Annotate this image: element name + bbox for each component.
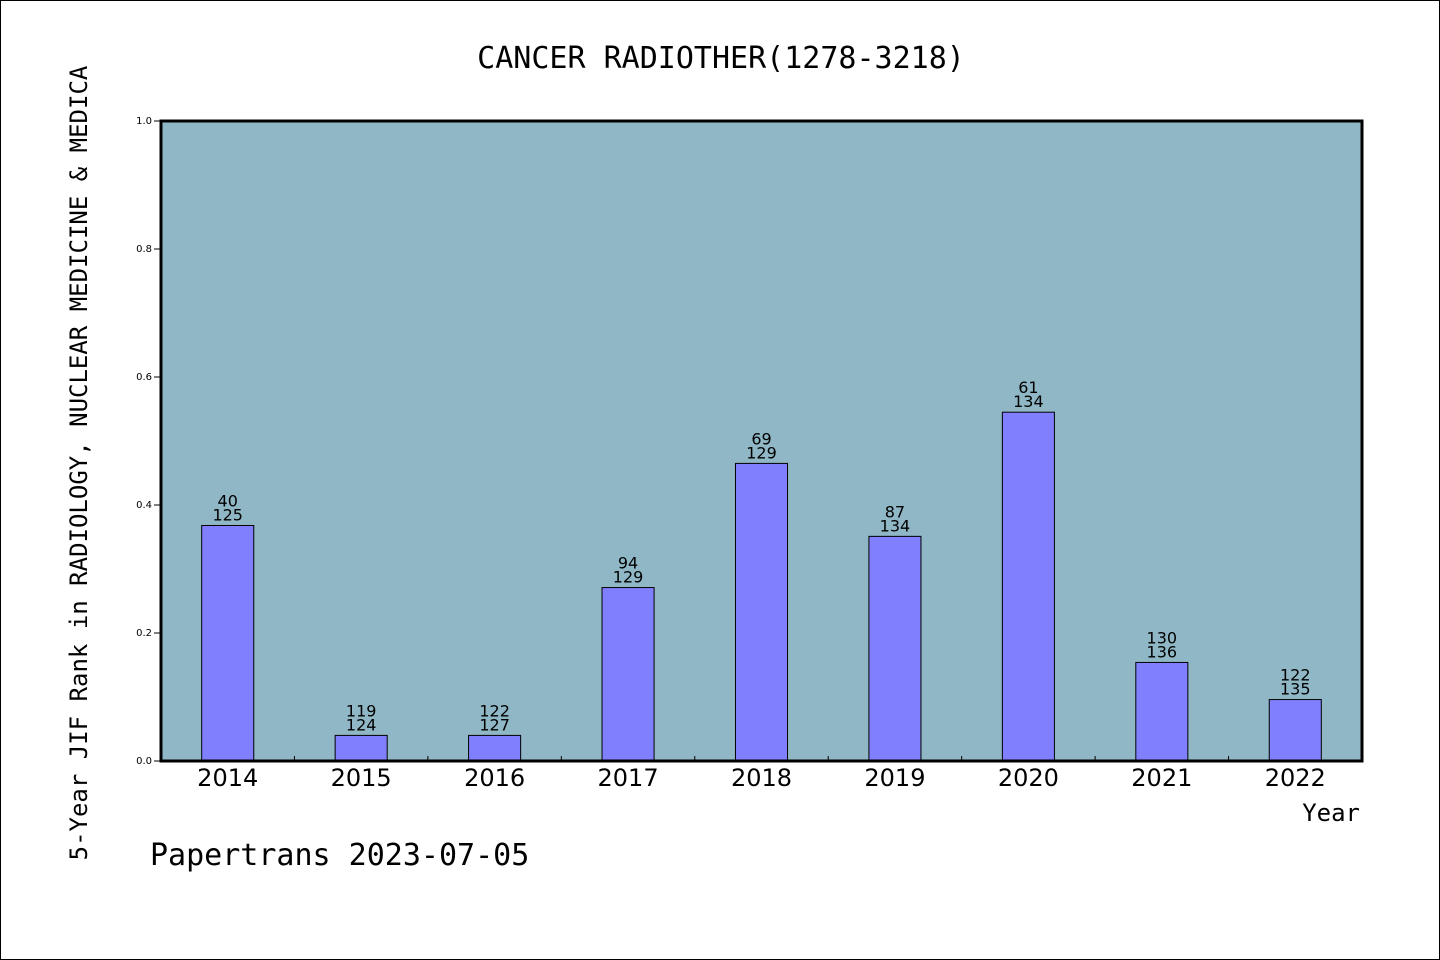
bar (334, 734, 388, 762)
x-tick-label: 2019 (864, 764, 925, 792)
x-tick-label: 2022 (1265, 764, 1326, 792)
y-tick-label: 1.0 (136, 116, 152, 127)
y-tick-label: 0.6 (136, 372, 152, 383)
bar-label-top: 40 (218, 491, 238, 510)
x-tick-label: 2021 (1131, 764, 1192, 792)
x-tick-label: 2014 (197, 764, 258, 792)
bar (734, 462, 789, 762)
bar (1135, 661, 1189, 762)
bar-label-top: 87 (885, 502, 905, 521)
x-tick-label: 2017 (598, 764, 659, 792)
y-tick-label: 0.8 (136, 244, 152, 255)
bar (201, 524, 255, 762)
bar-label-bottom: 124 (346, 715, 377, 734)
chart-title: CANCER RADIOTHER(1278-3218) (477, 41, 965, 76)
x-tick-label: 2015 (331, 764, 392, 792)
bar-label-top: 61 (1018, 378, 1038, 397)
bar-label-top: 130 (1147, 628, 1178, 647)
plot-border (159, 119, 1364, 763)
bar-label-top: 122 (1280, 666, 1311, 685)
bar-label-bottom: 125 (212, 505, 243, 524)
y-tick-label: 0.0 (136, 756, 152, 767)
footer-text: Papertrans 2023-07-05 (150, 838, 529, 873)
bar-label-bottom: 127 (479, 715, 510, 734)
y-axis-label: 5-Year JIF Rank in RADIOLOGY, NUCLEAR ME… (65, 65, 93, 860)
bar-label-bottom: 134 (1013, 392, 1044, 411)
x-axis-label: Year (1302, 799, 1360, 827)
x-tick-label: 2018 (731, 764, 792, 792)
bar-label-bottom: 134 (880, 516, 911, 535)
bar-label-top: 119 (346, 701, 377, 720)
bar (1001, 411, 1055, 762)
bar (468, 734, 522, 762)
x-tick-label: 2020 (998, 764, 1059, 792)
bar-label-top: 94 (618, 554, 638, 573)
bar-label-top: 122 (479, 701, 510, 720)
bar-label-top: 69 (751, 429, 771, 448)
bar (868, 535, 922, 762)
y-tick-label: 0.4 (136, 500, 152, 511)
y-tick-label: 0.2 (136, 628, 152, 639)
bar-label-bottom: 135 (1280, 680, 1311, 699)
bar-label-bottom: 129 (746, 443, 777, 462)
x-tick-label: 2016 (464, 764, 525, 792)
bar-label-bottom: 136 (1147, 642, 1178, 661)
bar (1268, 699, 1322, 762)
bar-label-bottom: 129 (613, 568, 644, 587)
bar (601, 587, 655, 762)
